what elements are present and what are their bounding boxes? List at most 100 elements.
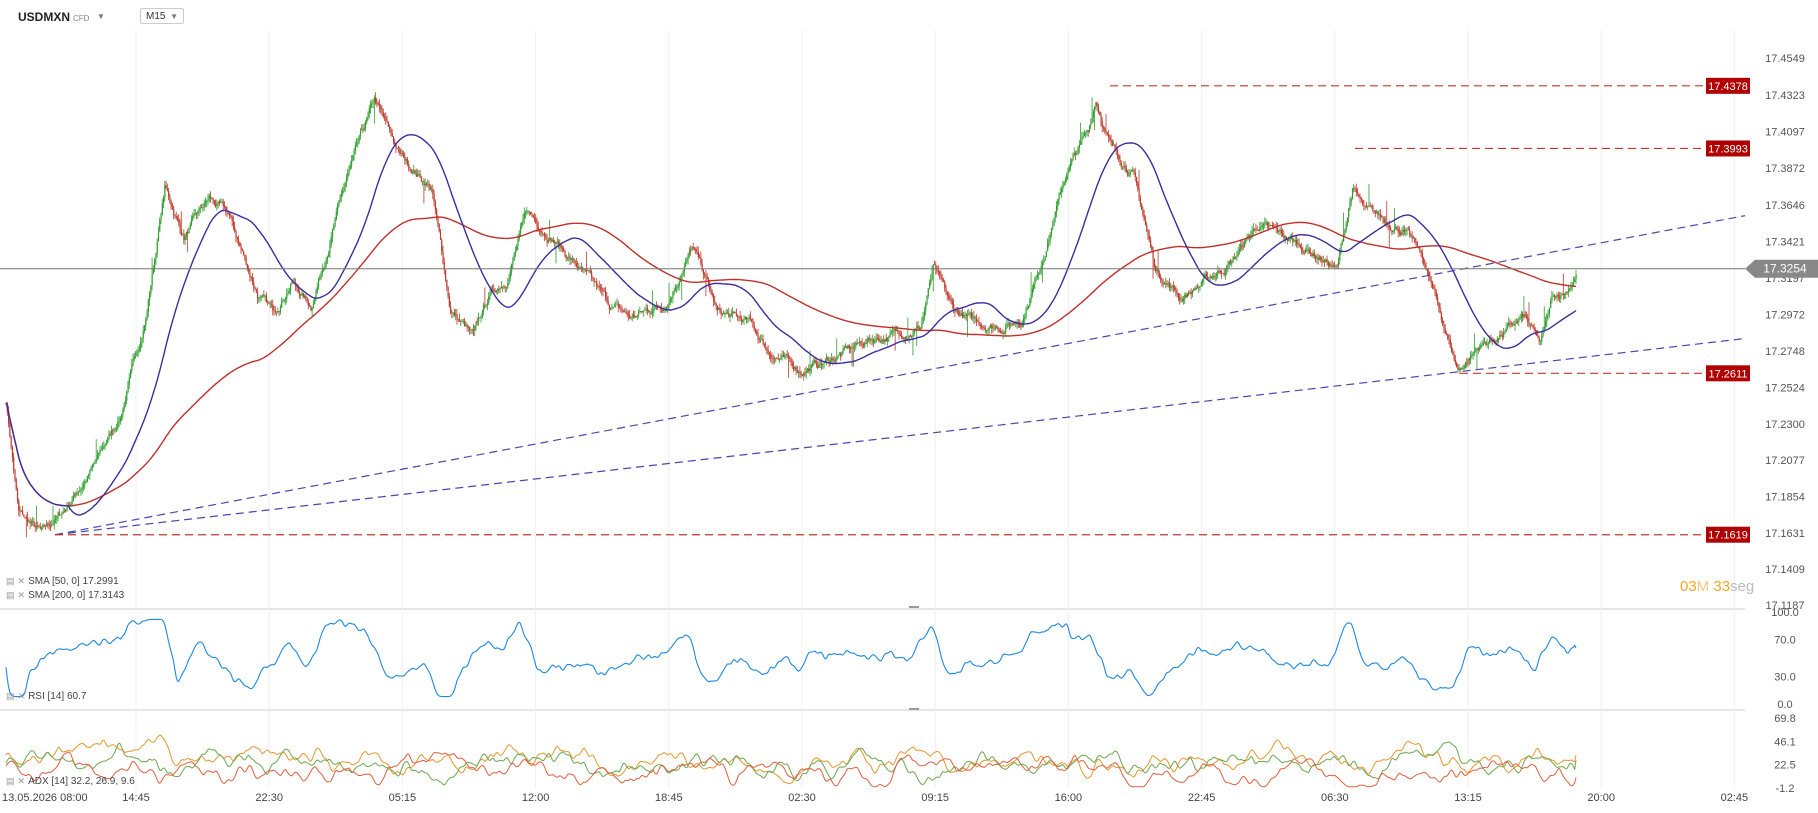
candle-body [795,367,797,371]
candle-body [585,269,588,271]
candle-body [706,276,708,280]
chevron-down-icon[interactable]: ▼ [97,12,105,21]
close-icon[interactable]: ✕ [17,590,26,600]
candle-body [507,283,509,288]
candle-body [1391,230,1393,233]
candle-body [934,264,936,266]
legend-rsi[interactable]: ▤ ✕ RSI [14] 60.7 [6,691,86,702]
candle-body [996,326,998,329]
candle-body [1430,280,1432,283]
settings-icon[interactable]: ▤ [6,590,15,600]
candle-body [1081,137,1083,142]
candle-body [691,247,693,251]
candle-body [1524,314,1526,316]
candle-body [81,487,83,489]
candle-body [1520,314,1523,319]
candle-body [818,363,820,368]
candle-body [1231,261,1233,264]
candle-body [1265,222,1267,224]
candle-body [425,183,428,185]
candle-body [66,505,68,511]
timeframe-select[interactable]: M15 ▼ [140,8,184,24]
candle-body [29,521,31,524]
symbol-selector[interactable]: USDMXN CFD [18,10,89,24]
candle-body [696,251,698,253]
candle-body [545,236,547,240]
settings-icon[interactable]: ▤ [6,776,15,786]
candle-body [1326,259,1328,263]
candle-body [828,360,830,363]
candle-body [126,392,128,401]
candle-body [1276,228,1279,232]
candle-body [94,462,96,464]
candle-body [499,288,501,290]
candle-body [1002,331,1004,334]
candle-body [813,360,815,363]
candle-body [840,353,842,356]
candle-body [1033,284,1035,289]
candle-body [396,148,398,150]
candle-body [970,312,973,318]
candle-body [343,186,345,191]
candle-body [485,304,487,306]
candle-body [569,256,571,260]
candle-body [1543,327,1545,330]
legend-sma200[interactable]: ▤ ✕ SMA [200, 0] 17.3143 [6,590,124,601]
candle-body [1322,260,1324,263]
candle-body [1266,222,1269,226]
candle-body [152,267,155,274]
candle-body [1505,327,1507,332]
candle-body [676,287,678,289]
candle-body [864,342,866,347]
candle-body [1059,192,1061,194]
candle-body [789,357,791,359]
candle-body [512,260,514,265]
candle-body [979,325,981,327]
candle-body [580,266,583,268]
candle-body [527,211,529,213]
candle-body [857,342,860,344]
candle-body [1306,249,1308,251]
candle-body [1556,294,1558,297]
candle-body [1014,323,1016,325]
candle-body [116,428,118,430]
candle-body [1160,277,1162,280]
close-icon[interactable]: ✕ [17,576,26,586]
candle-body [503,286,505,288]
candle-body [913,330,915,334]
candle-body [746,316,748,320]
candle-body [1108,134,1110,138]
candle-body [424,183,426,186]
candle-body [1310,253,1312,254]
pane-resize-handle[interactable] [909,606,919,608]
pane-resize-handle[interactable] [909,708,919,710]
legend-sma50[interactable]: ▤ ✕ SMA [50, 0] 17.2991 [6,576,119,587]
candle-body [1288,238,1290,241]
candle-body [606,296,608,301]
candle-body [776,358,778,360]
candle-body [1022,318,1025,325]
candle-body [434,202,437,211]
candle-body [617,303,619,308]
candle-body [431,189,433,190]
candle-body [1376,211,1378,214]
settings-icon[interactable]: ▤ [6,691,15,701]
settings-icon[interactable]: ▤ [6,576,15,586]
close-icon[interactable]: ✕ [17,776,26,786]
candle-body [565,254,567,259]
candle-body [428,183,430,188]
candle-body [1185,294,1187,298]
candle-body [546,239,548,243]
candle-body [763,344,766,348]
candle-body [478,317,480,322]
candle-body [734,312,736,313]
candle-body [636,314,639,316]
candle-body [574,261,576,264]
legend-adx[interactable]: ▤ ✕ ADX [14] 32.2, 26.9, 9.6 [6,776,135,787]
candle-body [391,132,393,137]
candle-body [1424,263,1426,268]
legend-adx-label: ADX [14] 32.2, 26.9, 9.6 [28,776,135,787]
close-icon[interactable]: ✕ [17,691,26,701]
candle-body [561,247,564,249]
